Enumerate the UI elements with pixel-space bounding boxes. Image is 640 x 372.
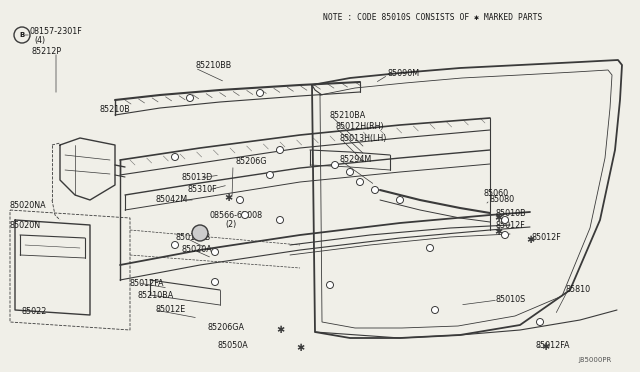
Text: 85294M: 85294M [340, 155, 372, 164]
Text: ✱: ✱ [224, 193, 232, 203]
Text: 85210BA: 85210BA [330, 110, 366, 119]
Circle shape [211, 279, 218, 285]
Text: 85206G: 85206G [235, 157, 266, 167]
Text: 85012H(RH): 85012H(RH) [335, 122, 383, 131]
Circle shape [211, 248, 218, 256]
Circle shape [192, 225, 208, 241]
Text: ✱: ✱ [276, 325, 284, 335]
Circle shape [237, 196, 243, 203]
Circle shape [332, 161, 339, 169]
Text: 85012F: 85012F [495, 221, 525, 230]
Text: NOTE : CODE 85010S CONSISTS OF ✱ MARKED PARTS: NOTE : CODE 85010S CONSISTS OF ✱ MARKED … [323, 13, 542, 22]
Text: 85010S: 85010S [495, 295, 525, 305]
Circle shape [172, 154, 179, 160]
Text: (2): (2) [225, 221, 236, 230]
Circle shape [502, 231, 509, 238]
Text: 85012FA: 85012FA [536, 340, 570, 350]
Text: ✱: ✱ [526, 235, 534, 245]
Text: 85012FA: 85012FA [130, 279, 164, 288]
Text: 85022: 85022 [22, 308, 47, 317]
Circle shape [326, 282, 333, 289]
Text: ✱: ✱ [296, 343, 304, 353]
Text: ✱: ✱ [494, 227, 502, 237]
Text: (4): (4) [34, 35, 45, 45]
Circle shape [266, 171, 273, 179]
Text: J85000PR: J85000PR [578, 357, 611, 363]
Text: 85020N: 85020N [10, 221, 41, 230]
Circle shape [276, 217, 284, 224]
Text: S: S [198, 230, 202, 236]
Text: 08566-62008: 08566-62008 [210, 211, 263, 219]
Circle shape [431, 307, 438, 314]
Text: 85810: 85810 [565, 285, 590, 295]
Text: 85020NA: 85020NA [10, 201, 47, 209]
Circle shape [536, 318, 543, 326]
Text: 85012F: 85012F [532, 232, 562, 241]
Circle shape [356, 179, 364, 186]
Text: 85210B: 85210B [100, 106, 131, 115]
Text: 85013H(LH): 85013H(LH) [340, 134, 387, 142]
Text: 85020A: 85020A [182, 246, 212, 254]
Text: 85060: 85060 [483, 189, 508, 198]
Text: 85212P: 85212P [32, 48, 62, 57]
Text: 85210BA: 85210BA [138, 291, 174, 299]
Text: 85210BB: 85210BB [195, 61, 231, 70]
Text: ✱: ✱ [494, 213, 502, 223]
Circle shape [426, 244, 433, 251]
Text: B: B [19, 32, 24, 38]
Text: 85050A: 85050A [218, 340, 249, 350]
Circle shape [276, 147, 284, 154]
Text: 08157-2301F: 08157-2301F [30, 28, 83, 36]
Circle shape [502, 217, 509, 224]
Circle shape [346, 169, 353, 176]
Circle shape [172, 241, 179, 248]
Text: 85012E: 85012E [155, 305, 185, 314]
Circle shape [257, 90, 264, 96]
Text: 85013D: 85013D [182, 173, 213, 183]
Text: 85012FB: 85012FB [175, 234, 211, 243]
Circle shape [186, 94, 193, 102]
Text: 85042M: 85042M [155, 196, 187, 205]
Text: 85010B: 85010B [495, 208, 525, 218]
Text: 85310F: 85310F [188, 186, 218, 195]
Circle shape [397, 196, 403, 203]
Circle shape [371, 186, 378, 193]
Text: 85090M: 85090M [388, 68, 420, 77]
Text: ✱: ✱ [541, 342, 549, 352]
Text: 85206GA: 85206GA [208, 324, 245, 333]
Circle shape [241, 212, 248, 218]
Text: 85080: 85080 [490, 196, 515, 205]
